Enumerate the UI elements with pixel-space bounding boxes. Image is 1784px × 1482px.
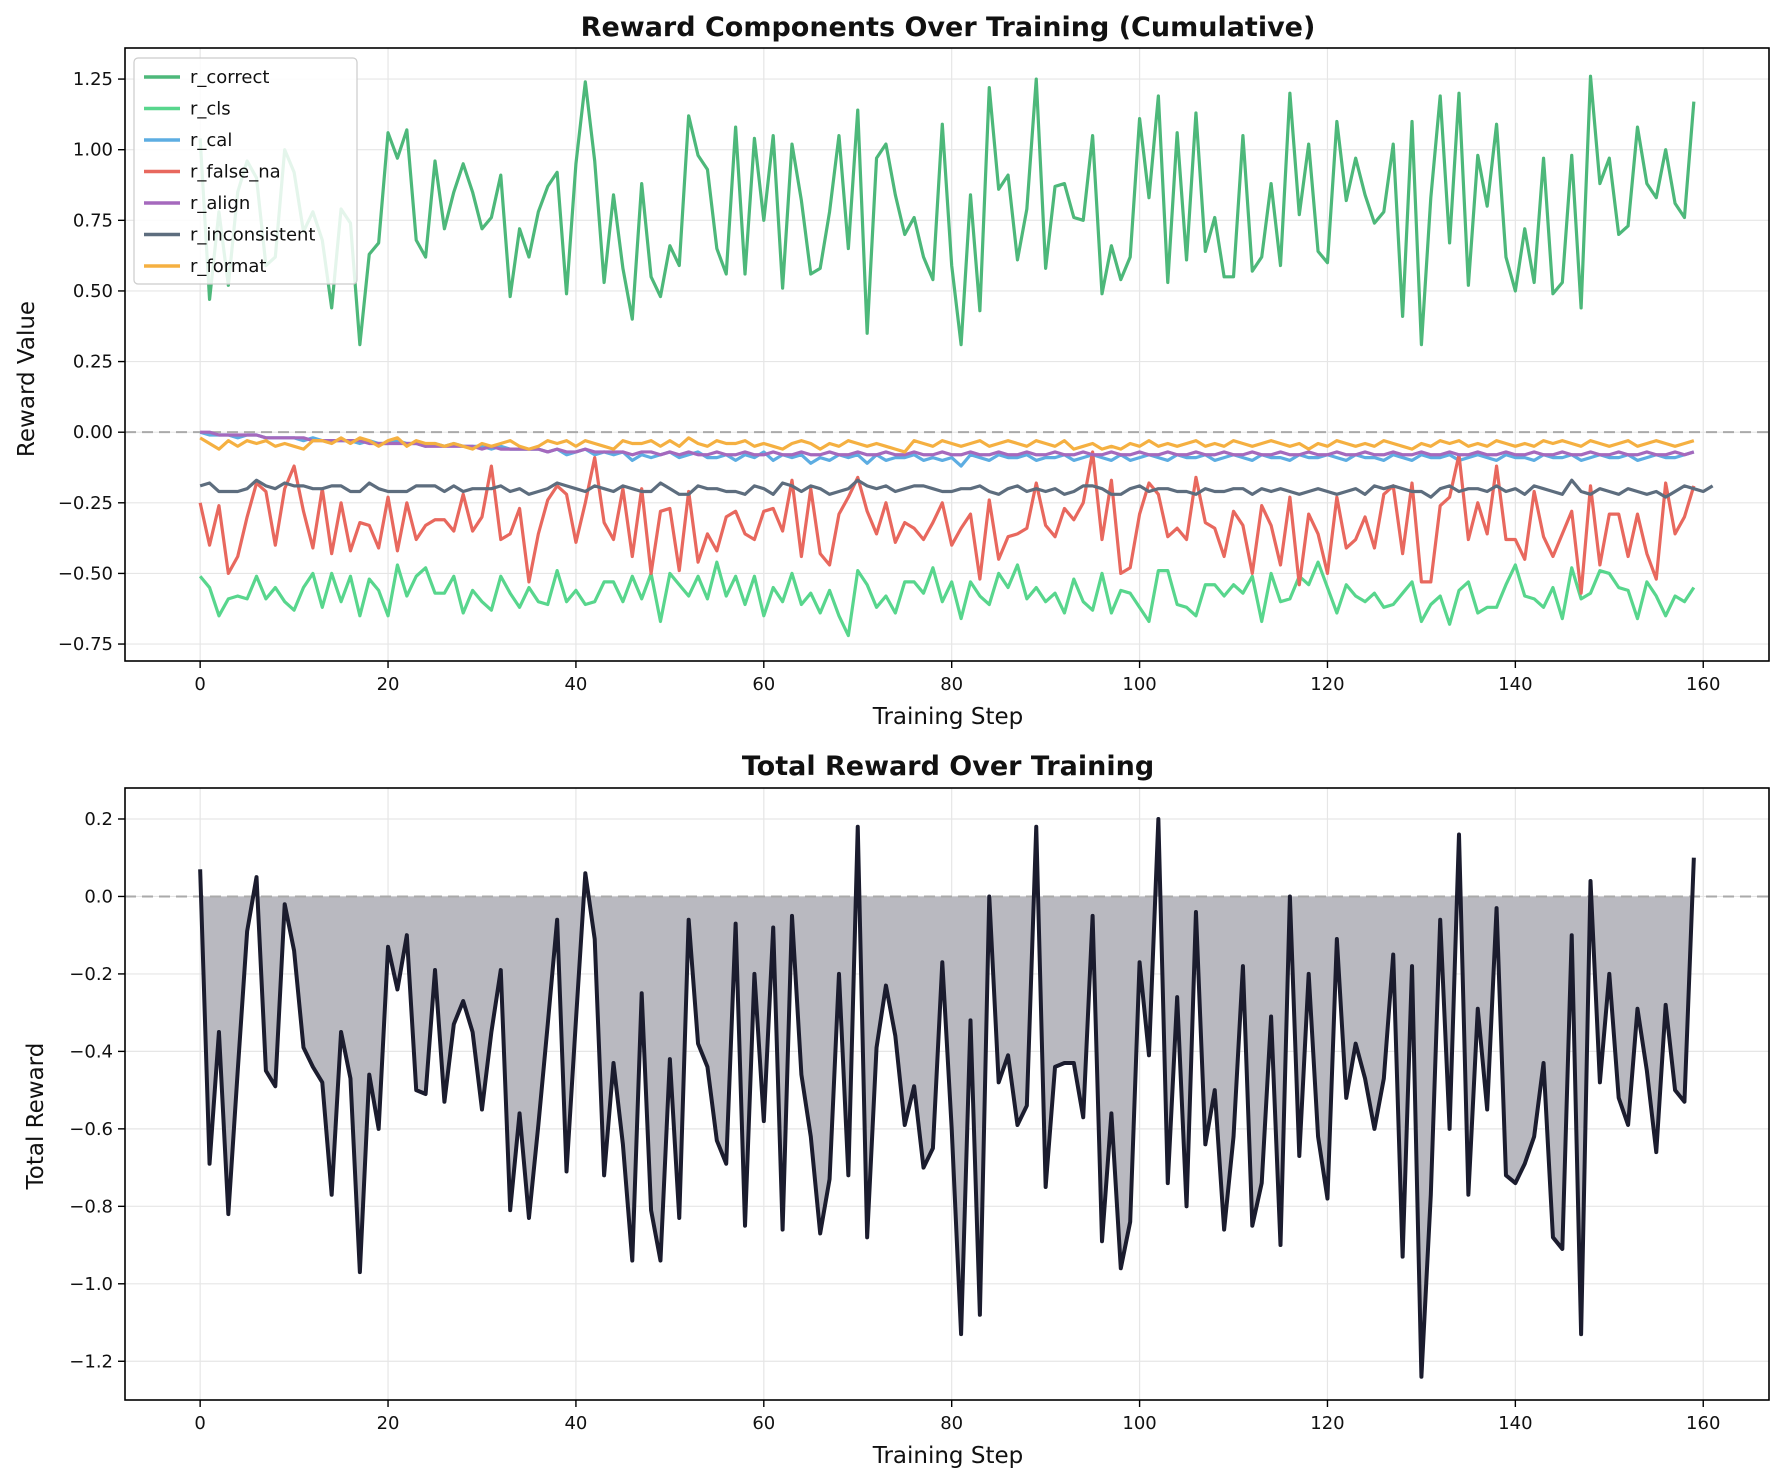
y-tick-label: −1.2	[69, 1351, 113, 1372]
components-chart: Reward Components Over Training (Cumulat…	[14, 12, 1770, 730]
x-tick-label: 80	[940, 674, 963, 695]
components-x-axis-label: Training Step	[872, 704, 1023, 730]
x-tick-label: 100	[1122, 1413, 1156, 1434]
series-line-r-cls	[198, 560, 1696, 638]
total-chart-title: Total Reward Over Training	[742, 751, 1154, 782]
series-line-r-inconsistent	[199, 478, 1714, 499]
x-tick-label: 80	[940, 1413, 963, 1434]
x-tick-label: 120	[1310, 674, 1344, 695]
total-area-fill	[200, 818, 1694, 1377]
legend-label-r-false-na: r_false_na	[190, 162, 281, 183]
x-tick-label: 0	[194, 1413, 205, 1434]
y-tick-label: 0.50	[73, 281, 113, 302]
x-tick-label: 60	[752, 674, 775, 695]
legend-label-r-inconsistent: r_inconsistent	[190, 225, 315, 246]
legend-label-r-cal: r_cal	[190, 130, 232, 151]
y-tick-label: −1.0	[69, 1274, 113, 1295]
total-series-line	[198, 816, 1696, 1379]
total-y-ticks: 0.2 0.0 −0.2 −0.4 −0.6 −0.8 −1.0 −1.2	[69, 809, 125, 1372]
total-chart: Total Reward Over Training 0 20 40 60 80 100 1…	[23, 751, 1770, 1469]
legend: r_correct r_cls r_cal r_false_na r_align r_in…	[133, 57, 358, 285]
x-tick-label: 160	[1686, 1413, 1720, 1434]
y-tick-label: 0.0	[84, 886, 113, 907]
y-tick-label: 0.2	[84, 809, 113, 830]
y-tick-label: 1.00	[73, 140, 113, 161]
x-tick-label: 20	[377, 1413, 400, 1434]
components-grid	[125, 48, 1769, 661]
y-tick-label: −0.25	[58, 493, 113, 514]
components-plot-frame	[124, 47, 1770, 662]
legend-box	[133, 57, 358, 285]
total-x-ticks: 0 20 40 60 80 100 120 140 160	[194, 1400, 1720, 1434]
x-tick-label: 0	[194, 674, 205, 695]
legend-label-r-format: r_format	[190, 256, 266, 277]
x-tick-label: 20	[377, 674, 400, 695]
y-tick-label: −0.50	[58, 563, 113, 584]
total-x-axis-label: Training Step	[872, 1443, 1023, 1469]
x-tick-label: 40	[564, 674, 587, 695]
x-tick-label: 40	[564, 1413, 587, 1434]
y-tick-label: −0.8	[69, 1196, 113, 1217]
y-tick-label: 0.25	[73, 352, 113, 373]
legend-label-r-correct: r_correct	[190, 67, 269, 88]
x-tick-label: 140	[1498, 674, 1532, 695]
x-tick-label: 60	[752, 1413, 775, 1434]
components-y-axis-label: Reward Value	[14, 301, 40, 457]
y-tick-label: −0.6	[69, 1119, 113, 1140]
x-tick-label: 120	[1310, 1413, 1344, 1434]
components-series-lines	[198, 74, 1714, 638]
y-tick-label: −0.2	[69, 964, 113, 985]
components-y-ticks: 1.25 1.00 0.75 0.50 0.25 0.00 −0.25 −0.50 −0.75	[58, 69, 125, 655]
series-line-r-false-na	[198, 450, 1696, 595]
x-tick-label: 160	[1686, 674, 1720, 695]
legend-label-r-align: r_align	[190, 193, 250, 214]
series-line-r-format	[199, 436, 1695, 454]
series-line-r-correct	[198, 74, 1696, 347]
legend-items: r_correct r_cls r_cal r_false_na r_align r_in…	[144, 67, 315, 277]
total-y-axis-label: Total Reward	[23, 1043, 49, 1191]
y-tick-label: 1.25	[73, 69, 113, 90]
y-tick-label: 0.00	[73, 422, 113, 443]
y-tick-label: −0.75	[58, 634, 113, 655]
components-chart-title: Reward Components Over Training (Cumulat…	[581, 12, 1316, 43]
y-tick-label: −0.4	[69, 1041, 113, 1062]
total-plot-frame	[124, 787, 1770, 1401]
x-tick-label: 140	[1498, 1413, 1532, 1434]
components-x-ticks: 0 20 40 60 80 100 120 140 160	[194, 661, 1720, 695]
legend-label-r-cls: r_cls	[190, 99, 231, 120]
y-tick-label: 0.75	[73, 210, 113, 231]
x-tick-label: 100	[1122, 674, 1156, 695]
